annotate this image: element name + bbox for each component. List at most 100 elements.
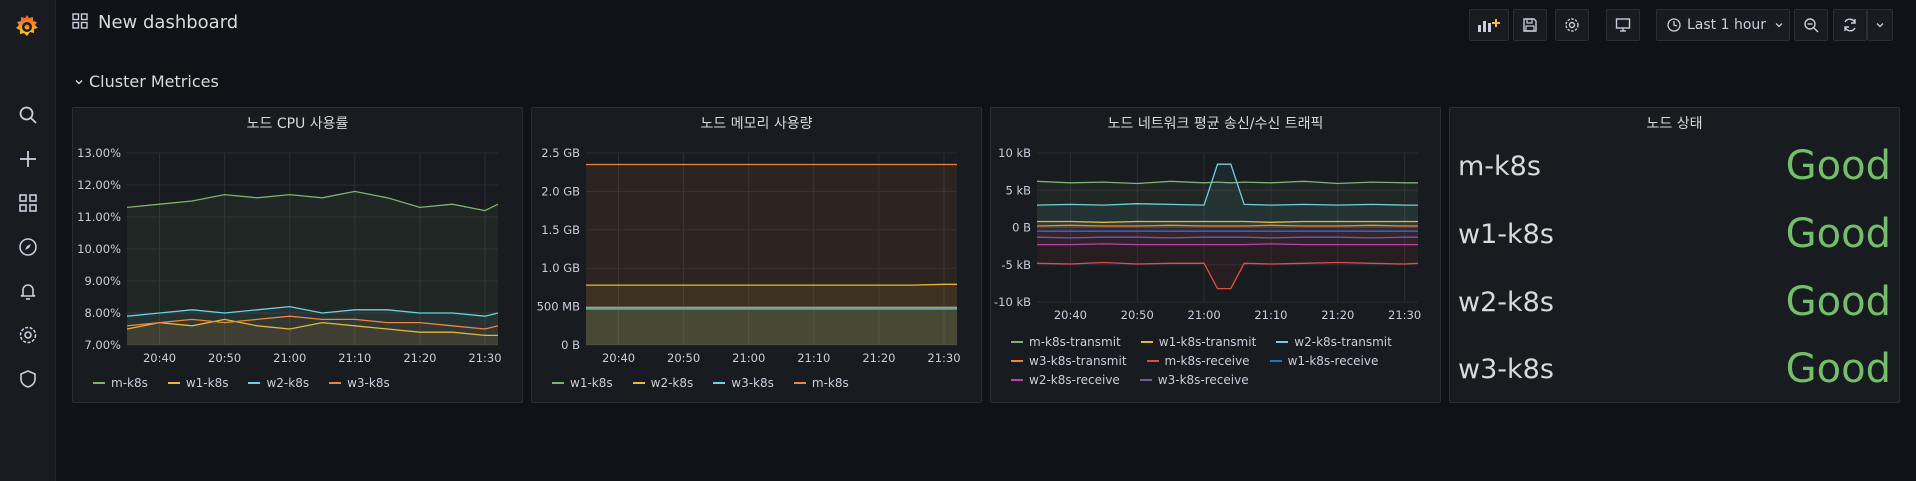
panel-title[interactable]: 노드 CPU 사용률 (246, 116, 349, 132)
node-status-panel[interactable]: 노드 상태 m-k8s Good w1-k8s Good w2-k8s Good… (1449, 107, 1900, 403)
legend-swatch (329, 382, 342, 384)
y-tick-label: 2.5 GB (541, 146, 580, 160)
legend-label: w2-k8s-transmit (1294, 335, 1392, 349)
legend-swatch (1011, 360, 1023, 362)
add-panel-button[interactable] (1469, 9, 1509, 41)
series-area (1037, 227, 1418, 232)
legend-swatch (1139, 379, 1152, 381)
search-icon[interactable] (0, 95, 55, 135)
refresh-button[interactable] (1833, 9, 1867, 41)
y-tick-label: -10 kB (994, 295, 1031, 309)
stat-node-value: Good (1785, 279, 1891, 325)
memory-usage-panel[interactable]: 노드 메모리 사용량 2.5 GB 2.0 GB 1.5 GB 1.0 GB 500 M… (531, 107, 982, 403)
y-tick-label: 1.0 GB (541, 261, 580, 275)
legend-item[interactable]: w1-k8s (167, 376, 228, 390)
legend-swatch (248, 382, 261, 384)
x-tick-label: 21:30 (1388, 308, 1421, 322)
y-tick-label: -5 kB (1001, 258, 1031, 272)
legend-item[interactable]: w3-k8s (713, 376, 774, 390)
x-tick-label: 21:30 (468, 351, 501, 365)
legend-item[interactable]: w1-k8s-receive (1269, 354, 1378, 368)
server-admin-icon[interactable] (0, 359, 55, 399)
legend-item[interactable]: m-k8s-transmit (1011, 335, 1121, 349)
legend-label: w3-k8s-transmit (1029, 354, 1127, 368)
legend-item[interactable]: w1-k8s-transmit (1140, 335, 1256, 349)
y-tick-label: 10 kB (998, 146, 1031, 160)
time-range-picker[interactable]: Last 1 hour (1656, 9, 1790, 41)
y-tick-label: 7.00% (84, 338, 121, 352)
cycle-view-mode-button[interactable] (1606, 9, 1640, 41)
dashboards-icon[interactable] (0, 183, 55, 223)
time-range-label: Last 1 hour (1687, 17, 1767, 33)
x-tick-label: 21:00 (732, 351, 765, 365)
legend-item[interactable]: m-k8s (93, 376, 148, 390)
x-tick-label: 20:50 (667, 351, 700, 365)
monitor-icon (1615, 18, 1631, 32)
legend-item[interactable]: w2-k8s (632, 376, 693, 390)
zoom-out-button[interactable] (1794, 9, 1828, 41)
stat-node-value: Good (1785, 346, 1891, 392)
series-line (126, 305, 499, 317)
x-tick-label: 21:20 (1321, 308, 1354, 322)
memory-legend: w1-k8s w2-k8s w3-k8s m-k8s (552, 376, 971, 390)
legend-item[interactable]: w2-k8s-receive (1011, 373, 1120, 387)
refresh-interval-dropdown[interactable] (1867, 9, 1893, 41)
x-tick-label: 20:50 (208, 351, 241, 365)
series-area (586, 308, 957, 345)
legend-item[interactable]: w3-k8s-transmit (1011, 354, 1127, 368)
y-tick-label: 9.00% (84, 274, 121, 288)
stat-row-m-k8s: m-k8s Good (1458, 136, 1891, 196)
save-dashboard-button[interactable] (1513, 9, 1547, 41)
dashboard-settings-button[interactable] (1555, 9, 1589, 41)
grafana-logo-icon[interactable] (8, 8, 46, 46)
legend-label: w3-k8s (347, 376, 390, 390)
series-line (1036, 236, 1418, 239)
series-line (1037, 243, 1418, 246)
explore-icon[interactable] (0, 227, 55, 267)
clock-icon (1667, 18, 1681, 32)
legend-label: w2-k8s-receive (1029, 373, 1120, 387)
plus-icon[interactable] (0, 139, 55, 179)
y-tick-label: 2.0 GB (541, 184, 580, 198)
y-tick-label: 13.00% (77, 146, 121, 160)
series-area (586, 307, 957, 345)
stat-node-name: m-k8s (1458, 150, 1541, 182)
cpu-usage-panel[interactable]: 노드 CPU 사용률 13.00% 12.00% 11.00% 10.00% 9.00%… (72, 107, 523, 403)
row-title: Cluster Metrices (89, 72, 219, 91)
legend-item[interactable]: w2-k8s-transmit (1276, 335, 1392, 349)
legend-item[interactable]: m-k8s (793, 376, 849, 390)
series-area (127, 191, 498, 345)
legend-item[interactable]: w2-k8s (248, 376, 309, 390)
legend-item[interactable]: w3-k8s-receive (1139, 373, 1249, 387)
series-line (1036, 163, 1418, 206)
configuration-icon[interactable] (0, 315, 55, 355)
legend-swatch (1276, 341, 1289, 343)
x-tick-label: 20:50 (1121, 308, 1154, 322)
legend-item[interactable]: m-k8s-receive (1146, 354, 1250, 368)
legend-item[interactable]: w1-k8s (552, 376, 613, 390)
legend-label: m-k8s-receive (1164, 354, 1250, 368)
chevron-down-icon (1876, 23, 1884, 28)
panel-title[interactable]: 노드 네트워크 평균 송신/수신 트래픽 (1107, 116, 1324, 132)
series-area (1037, 227, 1418, 289)
top-navbar: New dashboard Last 1 hour (56, 0, 1916, 50)
x-tick-label: 21:30 (927, 351, 960, 365)
legend-swatch (1140, 341, 1153, 343)
y-tick-label: 10.00% (77, 242, 121, 256)
row-header[interactable]: Cluster Metrices (74, 72, 219, 91)
stat-node-name: w2-k8s (1458, 286, 1554, 318)
dashboard-title[interactable]: New dashboard (98, 12, 239, 33)
series-area (586, 164, 957, 345)
series-line (1036, 261, 1419, 290)
alerting-icon[interactable] (0, 271, 55, 311)
panel-title[interactable]: 노드 상태 (1646, 116, 1703, 132)
network-traffic-chart: 10 kB 5 kB 0 B -5 kB -10 kB 20:40 20:50 21:00 21… (994, 146, 1421, 322)
dashboards-grid-icon (72, 12, 88, 33)
legend-swatch (1146, 360, 1159, 362)
gear-icon (1565, 18, 1579, 32)
legend-item[interactable]: w3-k8s (329, 376, 390, 390)
network-traffic-panel[interactable]: 노드 네트워크 평균 송신/수신 트래픽 10 kB 5 kB 0 B -5 kB -1… (990, 107, 1441, 403)
series-line (126, 190, 499, 212)
stat-row-w2-k8s: w2-k8s Good (1458, 272, 1891, 332)
panel-title[interactable]: 노드 메모리 사용량 (700, 116, 813, 132)
